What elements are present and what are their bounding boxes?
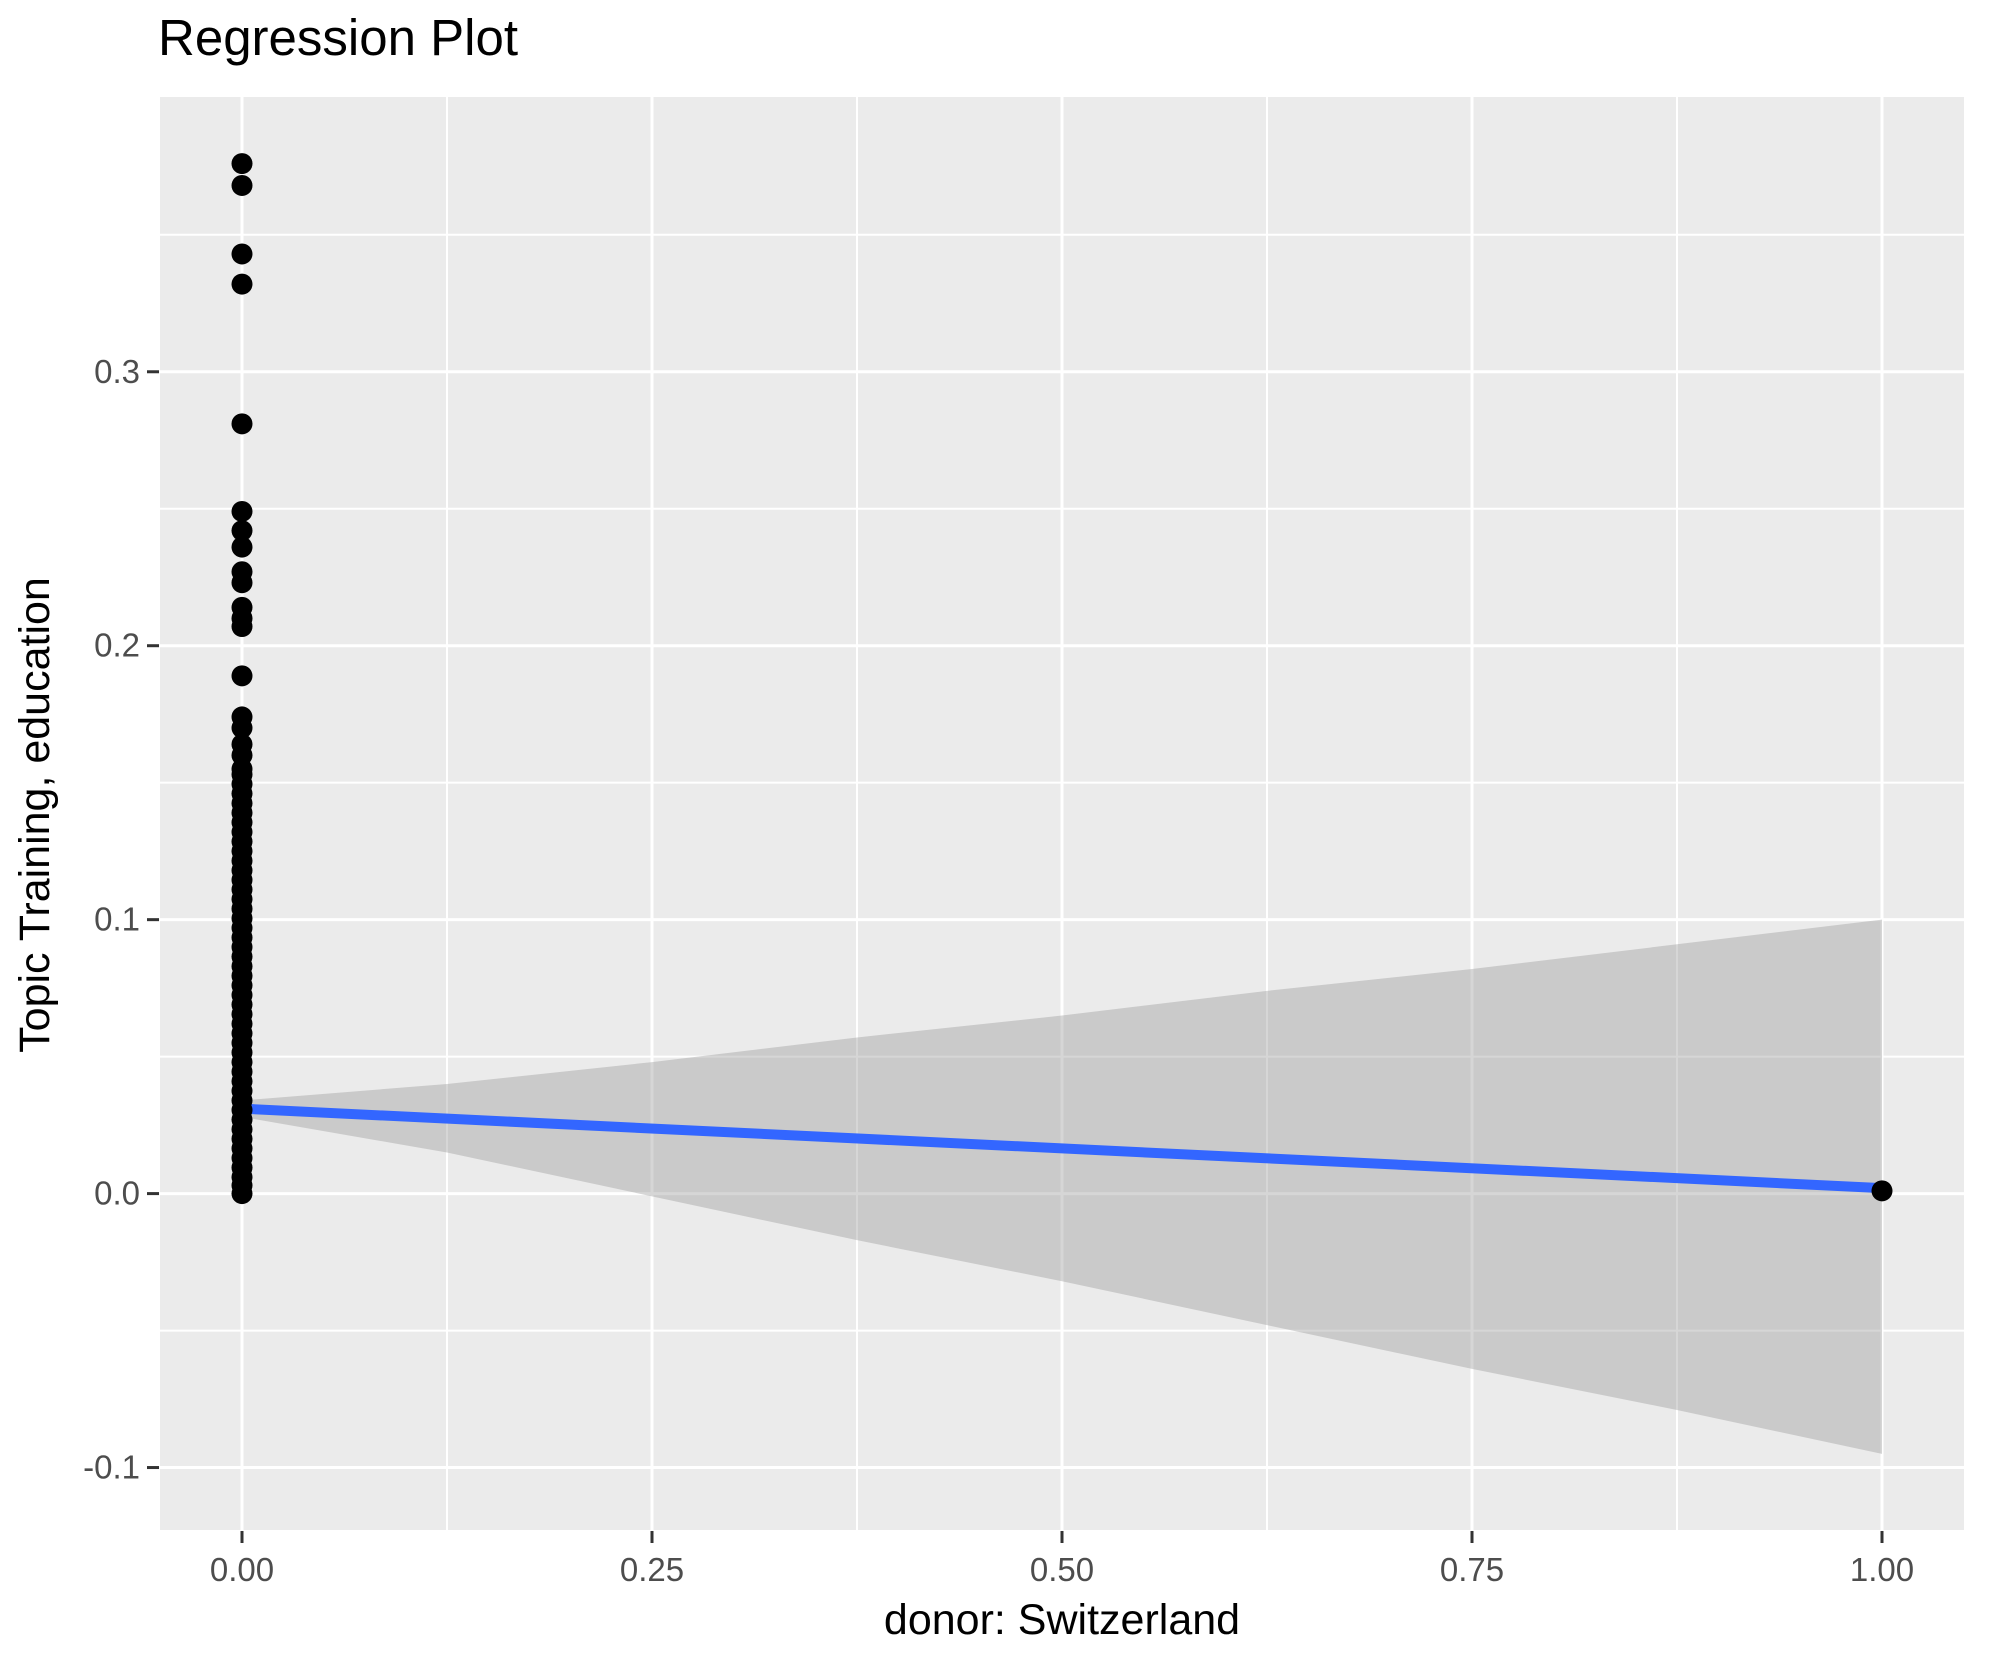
data-point [231,153,253,175]
data-point [231,273,253,295]
x-tick-label: 0.00 [210,1551,274,1588]
regression-line [241,1103,1883,1194]
y-tick-label: -0.1 [83,1449,140,1486]
data-point [231,413,253,435]
data-point [231,717,253,739]
data-point [231,174,253,196]
data-point [231,665,253,687]
x-tick-label: 1.00 [1850,1551,1914,1588]
data-point [231,616,253,638]
data-point [231,536,253,558]
y-tick-label: 0.3 [94,353,140,390]
x-tick-label: 0.75 [1440,1551,1504,1588]
data-point [231,1183,253,1205]
data-point [231,243,253,265]
y-tick-label: 0.1 [94,901,140,938]
y-tick-label: 0.2 [94,627,140,664]
plot-title: Regression Plot [158,9,519,66]
confidence-band [242,919,1882,1454]
data-point [1871,1180,1893,1202]
data-point [231,520,253,542]
data-point [231,572,253,594]
y-tick-label: 0.0 [94,1175,140,1212]
x-tick-label: 0.50 [1030,1551,1094,1588]
x-axis-title: donor: Switzerland [883,1596,1241,1644]
x-tick-label: 0.25 [620,1551,684,1588]
data-point [231,500,253,522]
